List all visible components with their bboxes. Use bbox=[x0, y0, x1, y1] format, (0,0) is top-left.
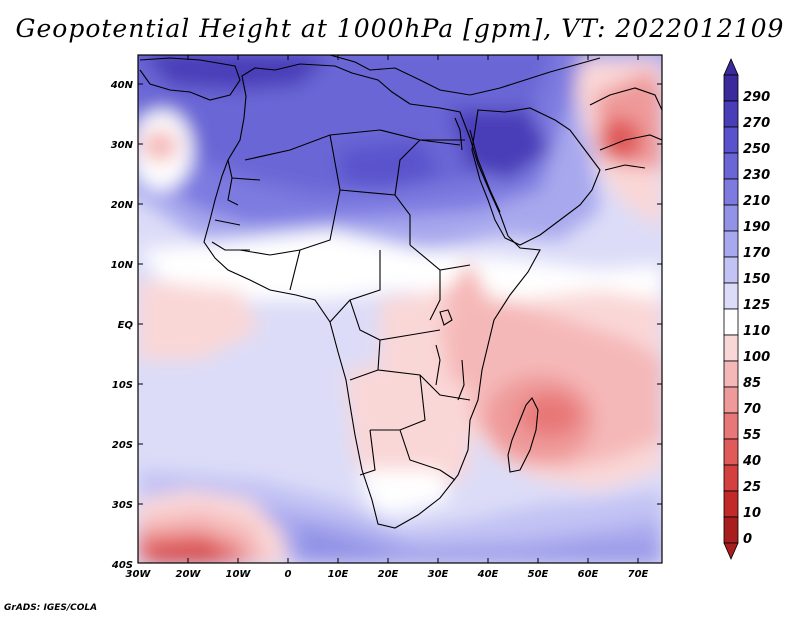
coastlines bbox=[139, 55, 662, 529]
colorbar-label: 290 bbox=[743, 90, 770, 105]
colorbar-label: 100 bbox=[743, 350, 770, 365]
lon-label: 40E bbox=[477, 569, 499, 580]
lat-label: 30S bbox=[112, 500, 133, 511]
lon-label: 0 bbox=[285, 569, 292, 580]
colorbar-swatch bbox=[723, 360, 739, 388]
colorbar-swatch bbox=[723, 230, 739, 258]
lon-label: 20W bbox=[176, 569, 202, 580]
lon-label: 10W bbox=[226, 569, 252, 580]
colorbar-label: 270 bbox=[743, 116, 770, 131]
plot-frame bbox=[137, 54, 663, 564]
lon-label: 20E bbox=[378, 569, 399, 580]
lon-label: 30W bbox=[126, 569, 152, 580]
colorbar-label: 70 bbox=[743, 402, 761, 417]
colorbar-swatch bbox=[723, 334, 739, 362]
height-field bbox=[138, 55, 662, 563]
colorbar-swatch bbox=[723, 204, 739, 232]
colorbar-swatch bbox=[723, 74, 739, 102]
colorbar-label: 170 bbox=[743, 246, 770, 261]
grads-credit: GrADS: IGES/COLA bbox=[4, 603, 98, 613]
colorbar-swatch bbox=[723, 490, 739, 518]
colorbar-swatch bbox=[723, 516, 739, 544]
colorbar-swatch bbox=[723, 152, 739, 180]
colorbar-label: 25 bbox=[743, 480, 761, 495]
colorbar-label: 110 bbox=[743, 324, 770, 339]
colorbar-swatch bbox=[723, 178, 739, 206]
colorbar-label: 250 bbox=[743, 142, 770, 157]
colorbar-swatch bbox=[723, 256, 739, 284]
colorbar: 2902702502302101901701501251101008570554… bbox=[723, 58, 770, 560]
colorbar-label: 230 bbox=[743, 168, 770, 183]
colorbar-label: 190 bbox=[743, 220, 770, 235]
colorbar-swatch bbox=[723, 438, 739, 466]
colorbar-swatch bbox=[723, 412, 739, 440]
lat-label: 30N bbox=[111, 140, 134, 151]
lat-label: 40N bbox=[110, 80, 134, 91]
lat-label: 10N bbox=[111, 260, 134, 271]
colorbar-swatch bbox=[723, 282, 739, 310]
chart-title: Geopotential Height at 1000hPa [gpm], VT… bbox=[15, 14, 785, 43]
colorbar-bottom-arrow bbox=[723, 542, 739, 560]
lat-label: EQ bbox=[118, 320, 134, 331]
colorbar-swatch bbox=[723, 126, 739, 154]
colorbar-label: 125 bbox=[743, 298, 770, 313]
colorbar-label: 150 bbox=[743, 272, 770, 287]
colorbar-swatch bbox=[723, 308, 739, 336]
lat-label: 10S bbox=[112, 380, 133, 391]
lon-label: 60E bbox=[578, 569, 599, 580]
lon-axis: 30W 20W 10W 0 10E 20E 30E 40E 50E 60E 70… bbox=[126, 569, 649, 580]
lat-label: 20S bbox=[112, 440, 133, 451]
colorbar-label: 10 bbox=[743, 506, 761, 521]
lat-label: 20N bbox=[111, 200, 134, 211]
colorbar-label: 210 bbox=[743, 194, 770, 209]
lat-axis: 40N 30N 20N 10N EQ 10S 20S 30S 40S bbox=[110, 80, 134, 571]
colorbar-label: 40 bbox=[742, 454, 761, 469]
lon-label: 70E bbox=[628, 569, 649, 580]
colorbar-swatch bbox=[723, 464, 739, 492]
tick-marks bbox=[137, 55, 662, 563]
lat-label: 40S bbox=[111, 560, 133, 571]
colorbar-label: 0 bbox=[743, 532, 752, 547]
colorbar-label: 85 bbox=[743, 376, 761, 391]
lon-label: 50E bbox=[528, 569, 549, 580]
colorbar-swatch bbox=[723, 100, 739, 128]
colorbar-top-arrow bbox=[723, 58, 739, 76]
lon-label: 30E bbox=[428, 569, 449, 580]
colorbar-label: 55 bbox=[743, 428, 761, 443]
lon-label: 10E bbox=[328, 569, 349, 580]
colorbar-swatch bbox=[723, 386, 739, 414]
